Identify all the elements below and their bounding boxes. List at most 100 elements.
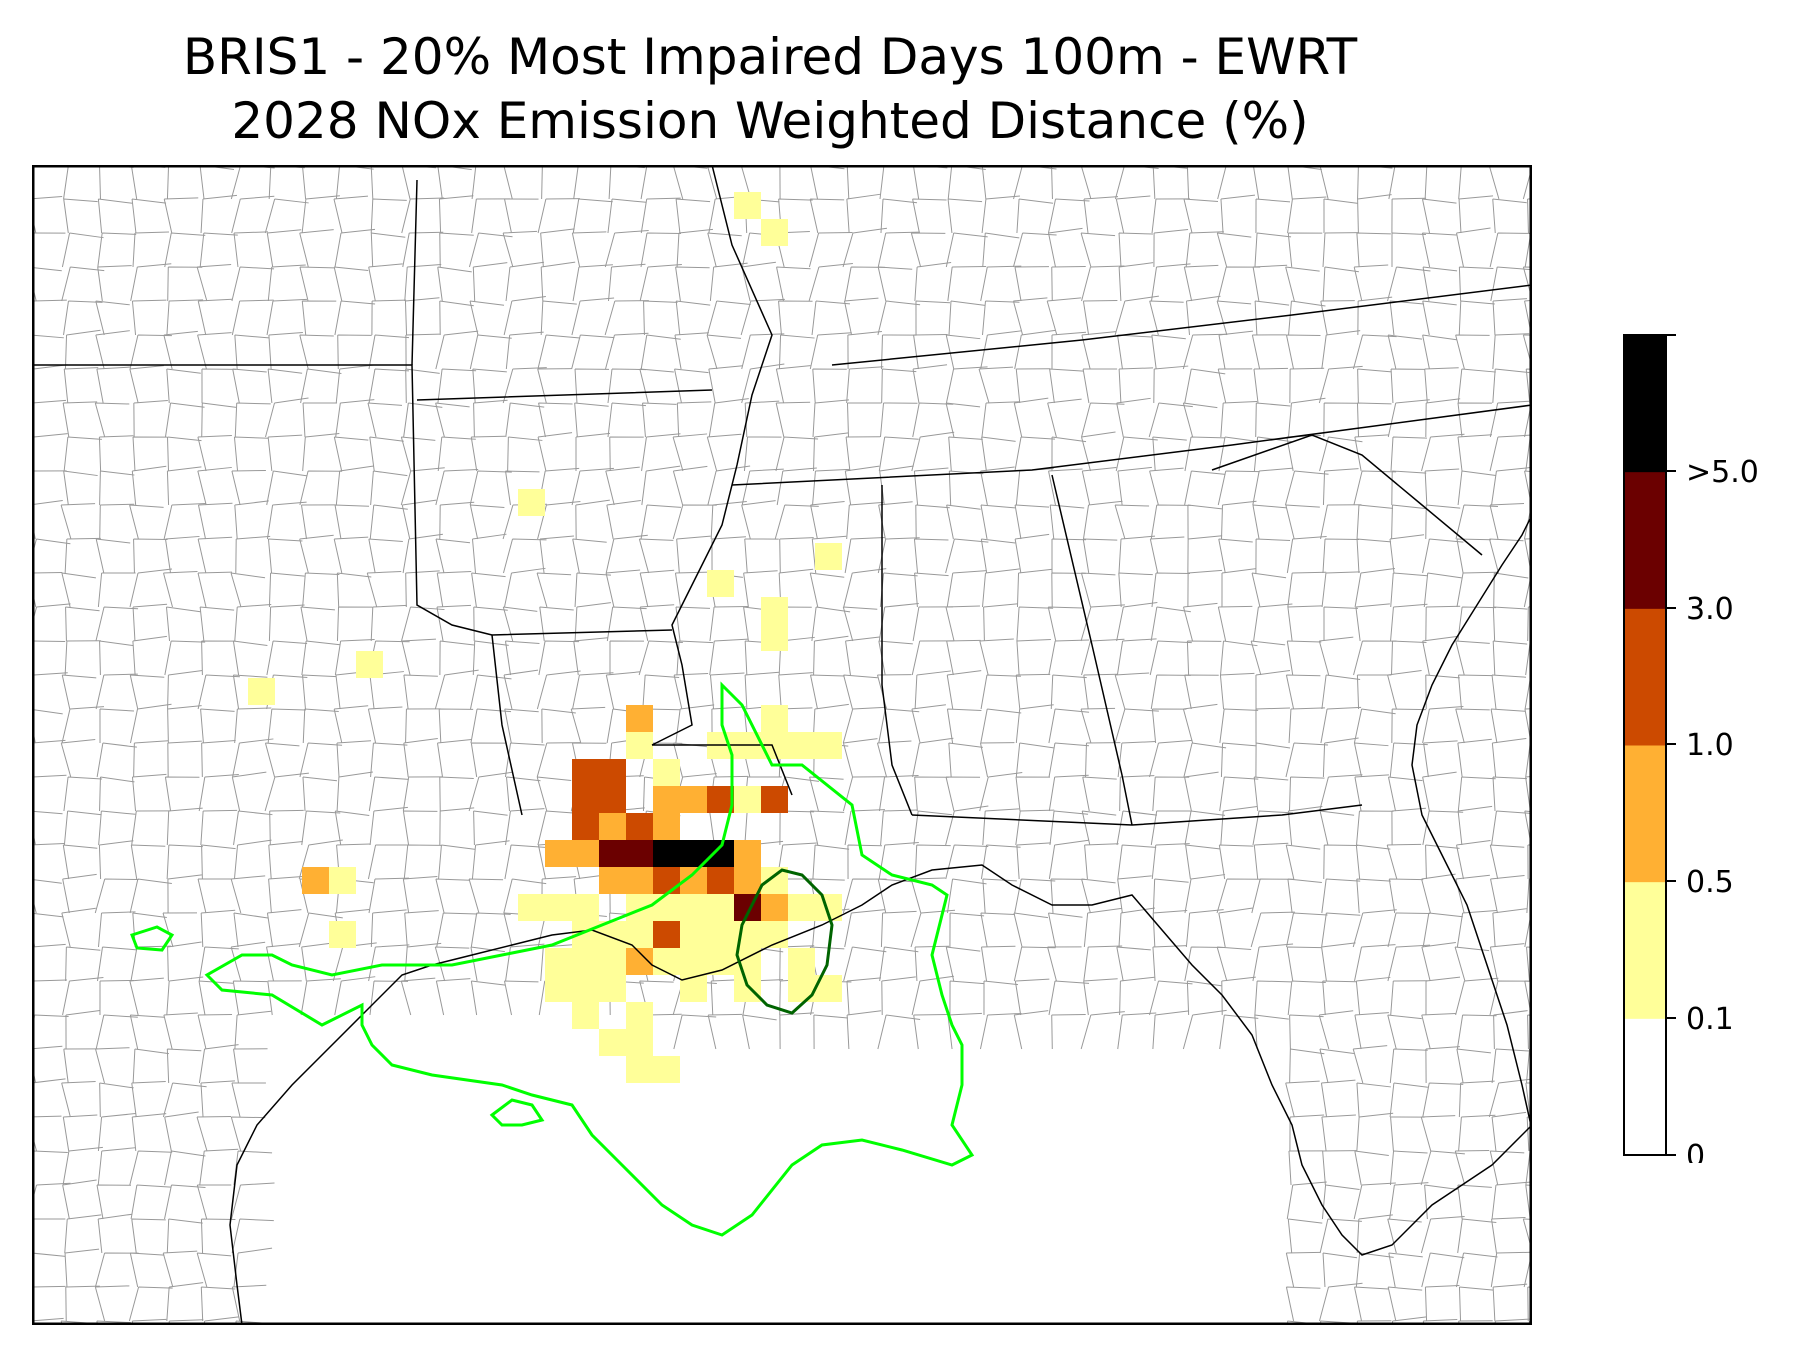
- county-line: [1116, 601, 1158, 642]
- county-line: [572, 538, 607, 574]
- county-line: [1387, 1014, 1422, 1050]
- county-line: [1387, 266, 1431, 302]
- county-line: [98, 810, 136, 846]
- county-line: [1353, 708, 1396, 744]
- county-line: [1356, 232, 1391, 268]
- county-line: [99, 776, 135, 812]
- county-line: [1492, 640, 1528, 676]
- county-line: [197, 1014, 233, 1050]
- county-line: [946, 570, 987, 608]
- county-line: [575, 499, 610, 540]
- emission-cell: [815, 732, 842, 759]
- emission-cell: [356, 651, 383, 678]
- county-line: [1356, 504, 1393, 540]
- county-line: [503, 980, 539, 1016]
- county-line: [166, 844, 203, 880]
- county-line: [128, 1286, 173, 1322]
- county-line: [1218, 844, 1254, 880]
- county-line: [1015, 368, 1051, 404]
- county-line: [1252, 504, 1287, 540]
- colorbar-label-0-1: 0.1: [1686, 1002, 1734, 1037]
- county-line: [435, 330, 479, 370]
- county-line: [1221, 500, 1257, 540]
- county-line: [1357, 194, 1392, 234]
- county-line: [368, 263, 403, 302]
- county-line: [368, 776, 409, 812]
- county-line: [129, 878, 172, 914]
- county-line: [813, 635, 849, 676]
- county-line: [743, 570, 778, 608]
- emission-cell: [248, 678, 275, 705]
- county-line: [1354, 568, 1395, 608]
- county-line: [473, 399, 508, 438]
- county-line: [607, 402, 647, 438]
- county-line: [201, 402, 237, 438]
- emission-cell: [734, 867, 761, 894]
- county-line: [1219, 776, 1259, 812]
- county-line: [368, 368, 409, 404]
- county-line: [1187, 569, 1223, 608]
- colorbar-swatch-1: [1624, 881, 1666, 1019]
- county-line: [164, 640, 206, 676]
- county-line: [1048, 742, 1089, 778]
- county-line: [1014, 436, 1056, 472]
- county-line: [1048, 839, 1089, 880]
- county-line: [369, 806, 408, 846]
- county-line: [436, 912, 478, 948]
- county-line: [809, 198, 845, 234]
- county-line: [809, 572, 845, 608]
- county-line: [1255, 198, 1291, 234]
- county-line: [1489, 943, 1525, 982]
- county-line: [1114, 504, 1150, 540]
- county-line: [367, 402, 403, 438]
- emission-cell: [572, 894, 599, 921]
- emission-cell: [707, 840, 734, 867]
- county-line: [709, 672, 745, 710]
- county-line: [402, 875, 438, 914]
- emission-cell: [599, 786, 626, 813]
- county-line: [97, 232, 137, 268]
- county-line: [197, 435, 232, 472]
- county-line: [232, 368, 267, 404]
- county-line: [1117, 875, 1152, 914]
- county-line: [198, 946, 239, 982]
- county-line: [879, 946, 919, 982]
- county-line: [1219, 672, 1255, 710]
- emission-cell: [680, 948, 707, 975]
- county-line: [776, 266, 811, 302]
- county-line: [1389, 1082, 1428, 1118]
- county-line: [402, 533, 443, 574]
- county-line: [63, 810, 102, 846]
- county-line: [1490, 874, 1525, 914]
- county-line: [64, 640, 101, 676]
- county-line: [1014, 978, 1050, 1016]
- county-line: [1152, 776, 1190, 812]
- county-line: [609, 436, 644, 472]
- county-line: [403, 737, 438, 778]
- county-line: [1389, 1182, 1429, 1220]
- county-line: [1287, 196, 1327, 234]
- county-line: [574, 602, 611, 642]
- county-line: [95, 1014, 138, 1050]
- county-line: [1422, 912, 1463, 948]
- county-line: [1217, 368, 1253, 404]
- county-line: [231, 771, 267, 812]
- county-line: [502, 606, 538, 642]
- county-line: [163, 330, 198, 370]
- county-line: [1048, 468, 1083, 506]
- county-line: [846, 193, 881, 234]
- county-line: [1353, 264, 1389, 302]
- county-line: [300, 606, 335, 642]
- county-line: [504, 640, 540, 676]
- county-line: [1391, 232, 1427, 267]
- county-line: [1285, 1080, 1320, 1118]
- county-line: [299, 742, 343, 778]
- county-line: [231, 266, 275, 302]
- county-line: [913, 334, 948, 370]
- county-line: [1457, 776, 1496, 812]
- county-line: [266, 298, 307, 336]
- emission-cell: [626, 705, 653, 732]
- county-line: [605, 534, 648, 574]
- county-line: [1489, 232, 1532, 268]
- county-line: [983, 980, 1019, 1016]
